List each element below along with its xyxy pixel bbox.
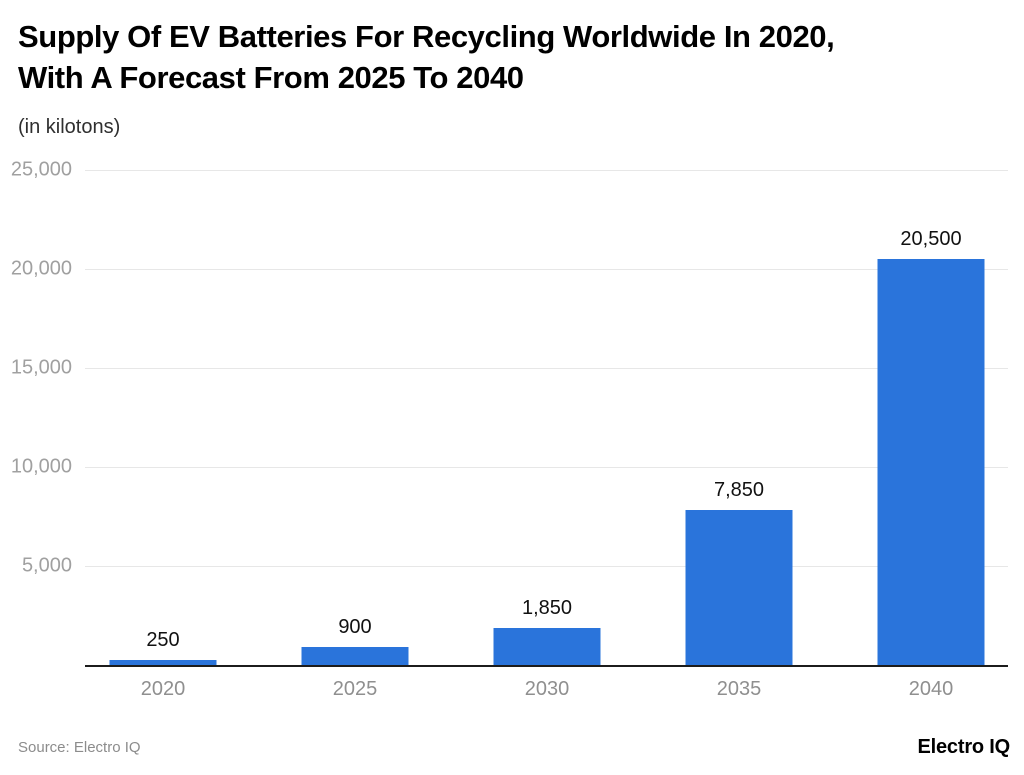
source-text: Source: Electro IQ <box>18 739 141 756</box>
chart-title: Supply Of EV Batteries For Recycling Wor… <box>18 16 1003 98</box>
gridline-15,000 <box>85 368 1008 369</box>
gridline-25,000 <box>85 170 1008 171</box>
bar-value-label-2020: 250 <box>146 629 180 651</box>
bar-value-label-2030: 1,850 <box>521 597 573 619</box>
bar-2025 <box>301 647 409 665</box>
bar-value-label-2040: 20,500 <box>900 228 962 250</box>
bar-2035 <box>685 510 793 665</box>
gridline-20,000 <box>85 269 1008 270</box>
chart-subtitle: (in kilotons) <box>18 116 121 138</box>
gridline-5,000 <box>85 566 1008 567</box>
chart-title-line1: Supply Of EV Batteries For Recycling Wor… <box>18 19 835 54</box>
brand-logo: Electro IQ <box>917 736 1011 758</box>
bar-2040 <box>877 259 985 665</box>
bar-value-label-2035: 7,850 <box>713 479 765 501</box>
bar-value-label-2025: 900 <box>338 616 372 638</box>
bar-2030 <box>493 628 601 665</box>
x-axis-label-2020: 2020 <box>140 678 186 700</box>
x-axis-label-2030: 2030 <box>524 678 570 700</box>
bar-chart-plot-area: 5,000 10,000 15,000 20,000 25,000 250 2020 900 2… <box>11 159 1008 700</box>
y-axis-label-10,000: 10,000 <box>10 455 72 478</box>
chart-title-line2: With A Forecast From 2025 To 2040 <box>18 60 524 95</box>
bar-2020 <box>109 660 217 665</box>
x-axis-label-2025: 2025 <box>332 678 378 700</box>
x-axis-label-2035: 2035 <box>716 678 762 700</box>
y-axis-label-5,000: 5,000 <box>21 554 72 577</box>
gridline-10,000 <box>85 467 1008 468</box>
x-axis-label-2040: 2040 <box>908 678 954 700</box>
y-axis-label-20,000: 20,000 <box>10 257 72 280</box>
y-axis-label-15,000: 15,000 <box>10 356 72 379</box>
y-axis-label-25,000: 25,000 <box>10 158 72 181</box>
